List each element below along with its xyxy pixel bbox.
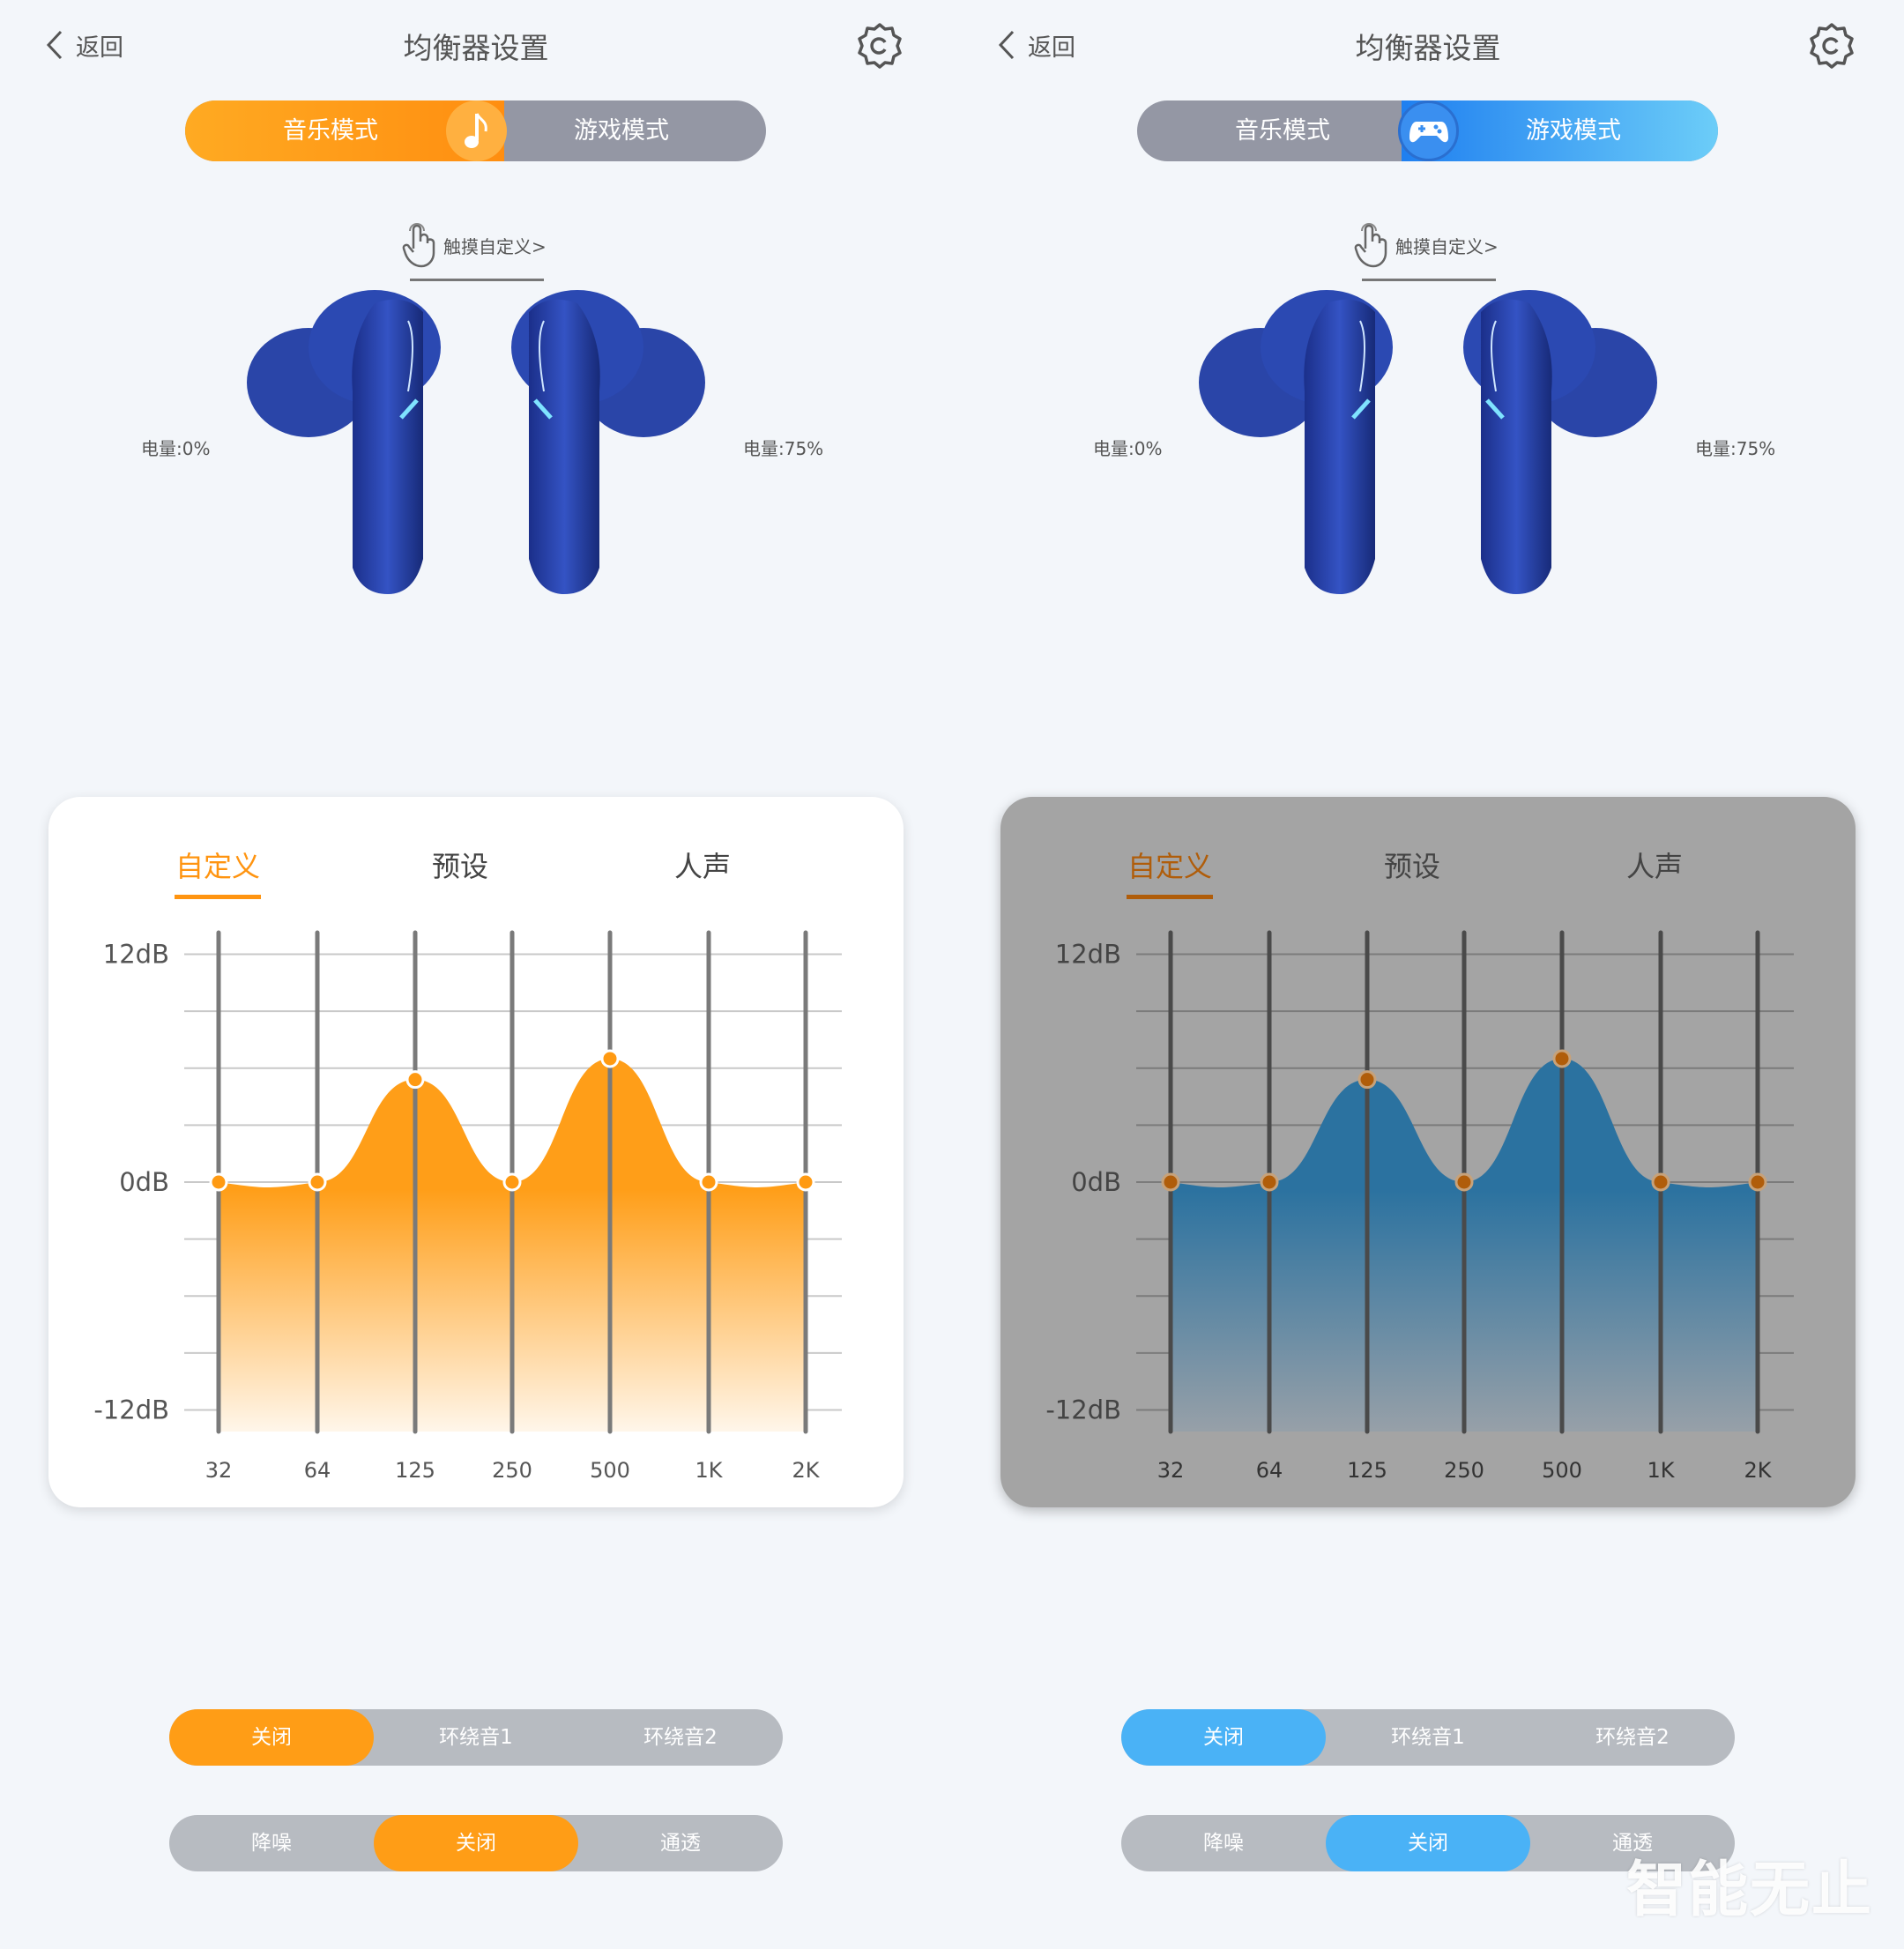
earbuds-image [1199, 290, 1657, 594]
eq-tab[interactable]: 人声 [673, 850, 732, 883]
surround-selector-option[interactable]: 关闭 [169, 1709, 374, 1766]
page-title: 均衡器设置 [1355, 31, 1501, 65]
touch-custom-label: 触摸自定义> [1395, 235, 1499, 257]
surround-selector: 关闭 环绕音1 环绕音2 [169, 1709, 783, 1766]
anc-selector: 降噪 关闭 通透 [1121, 1815, 1735, 1871]
back-button[interactable]: 返回 [998, 26, 1075, 63]
surround-selector-option[interactable]: 环绕音2 [1595, 1726, 1670, 1749]
anc-selector-option[interactable]: 降噪 [1203, 1832, 1244, 1855]
divider [410, 279, 544, 281]
hand-pointer-icon [402, 223, 435, 268]
divider [1362, 279, 1496, 281]
panel-game: 返回 均衡器设置 音乐模式 游戏模式 触摸自定义> 电量:0% 电量:75% 自… [952, 0, 1904, 1949]
anc-selector-option[interactable]: 关闭 [374, 1815, 578, 1871]
anc-selector-option[interactable]: 关闭 [1326, 1815, 1530, 1871]
earbuds-image [247, 290, 705, 594]
battery-left: 电量:0% [141, 438, 211, 459]
surround-selector: 关闭 环绕音1 环绕音2 [1121, 1709, 1735, 1766]
back-button[interactable]: 返回 [46, 26, 123, 63]
surround-selector-option[interactable]: 环绕音1 [439, 1726, 513, 1749]
eq-tab[interactable]: 预设 [1383, 850, 1441, 883]
eq-tab[interactable]: 人声 [1625, 850, 1684, 883]
music-mode-option[interactable]: 音乐模式 [283, 117, 378, 145]
page-title: 均衡器设置 [403, 31, 549, 65]
gamepad-icon [1398, 100, 1459, 161]
anc-selector-option[interactable]: 降噪 [251, 1832, 292, 1855]
music-mode-option[interactable]: 音乐模式 [1235, 117, 1330, 145]
back-label: 返回 [1028, 33, 1075, 62]
chevron-left-icon [998, 30, 1015, 60]
anc-selector-option[interactable]: 通透 [1612, 1832, 1653, 1855]
anc-selector-option[interactable]: 通透 [660, 1832, 701, 1855]
eq-card [1000, 797, 1856, 1507]
mode-toggle[interactable]: 音乐模式 游戏模式 [1137, 100, 1718, 161]
surround-selector-option[interactable]: 环绕音2 [643, 1726, 718, 1749]
eq-tab[interactable]: 自定义 [175, 850, 261, 883]
panel-music: 返回 均衡器设置 音乐模式 游戏模式 触摸自定义> 电量:0% 电量:75% 自… [46, 21, 904, 1871]
eq-tab[interactable]: 预设 [431, 850, 489, 883]
touch-custom-link[interactable]: 触摸自定义> [1353, 222, 1499, 268]
gear-icon[interactable] [855, 21, 904, 71]
mode-toggle[interactable]: 音乐模式 游戏模式 [185, 100, 766, 161]
back-label: 返回 [76, 33, 123, 62]
watermark: 智能无止 [1626, 1856, 1874, 1925]
active-tab-indicator [175, 895, 261, 899]
music-note-icon [446, 100, 507, 161]
battery-right: 电量:75% [743, 438, 824, 459]
battery-left: 电量:0% [1093, 438, 1163, 459]
active-tab-indicator [1127, 895, 1213, 899]
gear-icon[interactable] [1807, 21, 1856, 71]
eq-tab[interactable]: 自定义 [1127, 850, 1213, 883]
touch-custom-label: 触摸自定义> [443, 235, 547, 257]
surround-selector-option[interactable]: 关闭 [1121, 1709, 1326, 1766]
chevron-left-icon [46, 30, 63, 60]
battery-right: 电量:75% [1695, 438, 1776, 459]
hand-pointer-icon [1354, 223, 1387, 268]
game-mode-option[interactable]: 游戏模式 [1526, 117, 1621, 145]
eq-card [48, 797, 904, 1507]
surround-selector-option[interactable]: 环绕音1 [1391, 1726, 1465, 1749]
anc-selector: 降噪 关闭 通透 [169, 1815, 783, 1871]
touch-custom-link[interactable]: 触摸自定义> [401, 222, 547, 268]
game-mode-option[interactable]: 游戏模式 [574, 117, 669, 145]
